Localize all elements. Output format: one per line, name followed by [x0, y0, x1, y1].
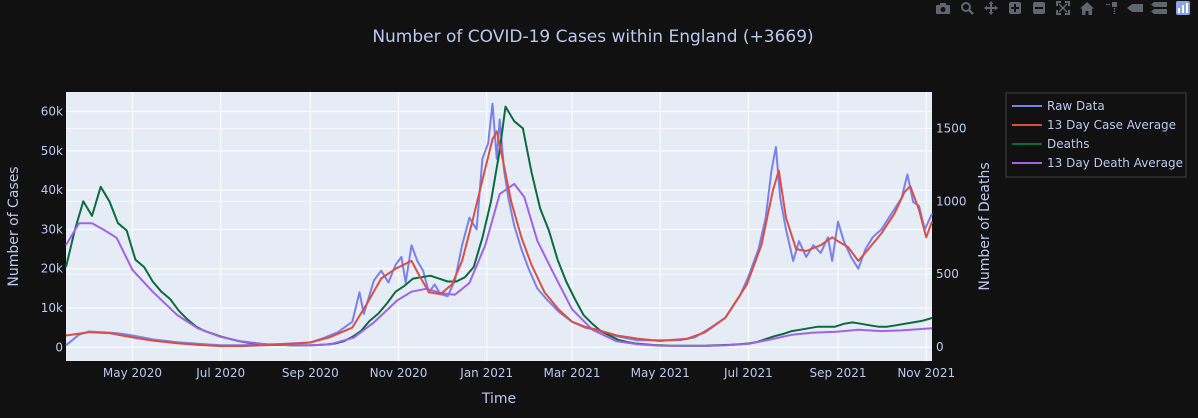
x-tick-label: Jul 2021: [723, 366, 773, 380]
modebar: [934, 0, 1192, 16]
x-tick-label: Jul 2020: [195, 366, 245, 380]
series-line-13-day-case-average[interactable]: [65, 130, 933, 348]
pan-icon[interactable]: [982, 0, 1000, 16]
legend-item-label[interactable]: 13 Day Case Average: [1047, 118, 1176, 132]
x-axis-ticks: May 2020 Jul 2020 Sep 2020 Nov 2020 Jan 2021…: [103, 366, 955, 380]
zoom-in-icon[interactable]: [1006, 0, 1024, 16]
x-tick-label: Sep 2021: [810, 366, 867, 380]
legend-item-label[interactable]: 13 Day Death Average: [1047, 156, 1183, 170]
zoom-out-icon[interactable]: [1030, 0, 1048, 16]
y2-tick-label: 500: [936, 267, 959, 281]
home-icon[interactable]: [1078, 0, 1096, 16]
legend: Raw Data 13 Day Case Average Deaths 13 Day …: [1005, 92, 1187, 178]
x-tick-label: Jan 2021: [459, 366, 513, 380]
zoom-icon[interactable]: [958, 0, 976, 16]
series-line-raw-data[interactable]: [65, 102, 933, 347]
legend-item-label[interactable]: Deaths: [1047, 137, 1090, 151]
y-tick-label: 10k: [41, 301, 63, 315]
plotly-logo-icon[interactable]: [1174, 0, 1192, 16]
hover-compare-icon[interactable]: [1150, 0, 1168, 16]
hover-closest-icon[interactable]: [1126, 0, 1144, 16]
y-tick-label: 50k: [41, 144, 63, 158]
autoscale-icon[interactable]: [1054, 0, 1072, 16]
series-lines: [65, 102, 933, 348]
y-axis-ticks: 0 10k 20k 30k 40k 50k 60k: [41, 105, 63, 355]
y-tick-label: 20k: [41, 262, 63, 276]
y-tick-label: 40k: [41, 183, 63, 197]
y-tick-label: 0: [55, 340, 63, 354]
x-axis-title: Time: [481, 391, 516, 407]
x-tick-label: Mar 2021: [544, 366, 601, 380]
y-axis-title: Number of Cases: [6, 166, 22, 286]
x-tick-label: Nov 2020: [370, 366, 428, 380]
y2-axis-title: Number of Deaths: [977, 162, 993, 290]
y-tick-label: 60k: [41, 105, 63, 119]
spike-lines-icon[interactable]: [1102, 0, 1120, 16]
x-tick-label: May 2020: [103, 366, 162, 380]
y2-axis-ticks: 0 500 1000 1500: [936, 121, 967, 354]
x-tick-label: Sep 2020: [282, 366, 339, 380]
x-tick-label: May 2021: [631, 366, 690, 380]
series-line-13-day-death-average[interactable]: [65, 182, 933, 347]
y2-tick-label: 1000: [936, 194, 967, 208]
x-tick-label: Nov 2021: [897, 366, 955, 380]
y2-tick-label: 1500: [936, 121, 967, 135]
y2-tick-label: 0: [936, 340, 944, 354]
camera-icon[interactable]: [934, 0, 952, 16]
y-tick-label: 30k: [41, 222, 63, 236]
legend-item-label[interactable]: Raw Data: [1047, 99, 1105, 113]
chart-title: Number of COVID-19 Cases within England …: [372, 27, 813, 47]
